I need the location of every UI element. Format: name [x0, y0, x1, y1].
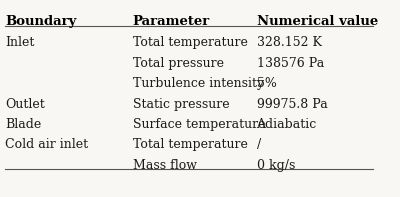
Text: Mass flow: Mass flow: [133, 159, 197, 172]
Text: Turbulence intensity: Turbulence intensity: [133, 77, 264, 90]
Text: 99975.8 Pa: 99975.8 Pa: [256, 98, 327, 111]
Text: /: /: [256, 138, 261, 151]
Text: Outlet: Outlet: [5, 98, 45, 111]
Text: Cold air inlet: Cold air inlet: [5, 138, 88, 151]
Text: Total pressure: Total pressure: [133, 57, 224, 70]
Text: Parameter: Parameter: [133, 15, 210, 28]
Text: Total temperature: Total temperature: [133, 36, 248, 49]
Text: Numerical value: Numerical value: [256, 15, 378, 28]
Text: Inlet: Inlet: [5, 36, 34, 49]
Text: Boundary: Boundary: [5, 15, 76, 28]
Text: Blade: Blade: [5, 118, 41, 131]
Text: 138576 Pa: 138576 Pa: [256, 57, 324, 70]
Text: Total temperature: Total temperature: [133, 138, 248, 151]
Text: 5%: 5%: [256, 77, 276, 90]
Text: Static pressure: Static pressure: [133, 98, 229, 111]
Text: Adiabatic: Adiabatic: [256, 118, 317, 131]
Text: 328.152 K: 328.152 K: [256, 36, 322, 49]
Text: 0 kg/s: 0 kg/s: [256, 159, 295, 172]
Text: Surface temperature: Surface temperature: [133, 118, 265, 131]
